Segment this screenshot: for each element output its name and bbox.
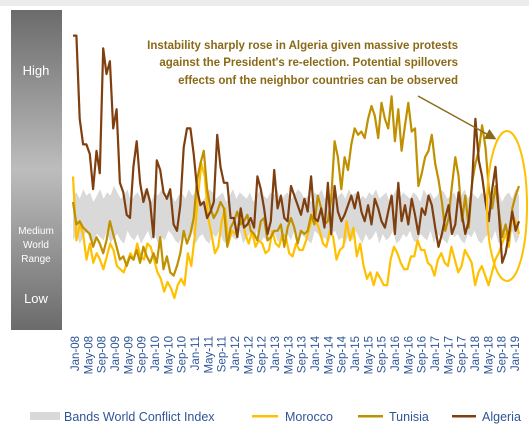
- x-tick-label: May-11: [203, 336, 215, 374]
- top-bar: [0, 0, 529, 6]
- scale-label-medium-line2: World: [23, 240, 49, 251]
- legend-label: Algeria: [482, 410, 521, 424]
- annotation-line-2: against the President's re-election. Pot…: [159, 57, 458, 69]
- legend-label: Tunisia: [389, 410, 429, 424]
- x-tick-label: Sep-12: [257, 336, 269, 373]
- annotation-arrow: [417, 95, 497, 140]
- annotation-line-1: Instability sharply rose in Algeria give…: [147, 40, 458, 52]
- x-tick-label: May-14: [323, 335, 335, 374]
- annotation-line-3: effects onf the neighbor countries can b…: [178, 75, 458, 87]
- x-tick-label: Sep-10: [177, 336, 189, 373]
- x-tick-label: Jan-08: [70, 336, 82, 371]
- series-layer: [71, 34, 521, 300]
- x-tick-label: Jan-15: [350, 336, 362, 371]
- legend-swatch: [252, 415, 278, 418]
- x-tick-label: Sep-17: [457, 336, 469, 373]
- x-tick-label: Sep-15: [377, 336, 389, 373]
- x-tick-label: May-16: [403, 336, 415, 374]
- legend-swatch: [452, 415, 476, 418]
- x-tick-label: Jan-09: [110, 336, 122, 371]
- x-tick-label: Jan-10: [150, 336, 162, 371]
- x-tick-label: Sep-11: [217, 336, 229, 372]
- highlight-ellipse: [486, 130, 528, 282]
- world-range-band-layer: [73, 186, 519, 244]
- x-tick-label: Sep-14: [337, 335, 349, 373]
- x-tick-label: May-17: [443, 336, 455, 374]
- x-tick-label: Jan-13: [270, 336, 282, 371]
- scale-label-high: High: [23, 63, 50, 78]
- x-tick-label: Jan-19: [510, 336, 522, 371]
- legend-label: Morocco: [285, 410, 333, 424]
- x-tick-label: Jan-16: [390, 336, 402, 371]
- x-tick-label: May-18: [483, 336, 495, 374]
- x-tick-label: May-12: [243, 336, 255, 374]
- x-tick-label: Jan-17: [430, 336, 442, 371]
- x-axis-ticks: Jan-08 May-08 Sep-08 Jan-09 May-09 Sep-09 Jan-…: [70, 335, 522, 374]
- series-line-morocco: [71, 162, 521, 300]
- x-tick-label: Sep-18: [497, 336, 509, 373]
- x-tick-label: May-09: [123, 336, 135, 374]
- x-tick-label: Sep-13: [297, 336, 309, 373]
- x-tick-label: Sep-08: [97, 336, 109, 373]
- x-tick-label: Jan-12: [230, 336, 242, 371]
- x-tick-label: May-15: [363, 336, 375, 374]
- world-range-band: [73, 186, 519, 244]
- x-tick-label: Sep-09: [137, 336, 149, 373]
- x-tick-label: May-13: [283, 336, 295, 374]
- x-tick-label: Sep-16: [417, 336, 429, 373]
- x-tick-label: May-08: [83, 336, 95, 374]
- x-tick-label: May-10: [163, 336, 175, 374]
- scale-label-low: Low: [24, 291, 48, 306]
- x-tick-label: Jan-14: [310, 335, 322, 371]
- scale-label-medium-line1: Medium: [18, 226, 54, 237]
- x-tick-label: Jan-11: [190, 336, 202, 370]
- legend-swatch: [30, 412, 60, 420]
- x-tick-label: Jan-18: [470, 336, 482, 371]
- series-line-algeria: [73, 34, 521, 264]
- risk-scale-bar: [11, 10, 62, 330]
- scale-label-medium-line3: Range: [21, 254, 51, 265]
- legend-label: Bands World Conflict Index: [64, 410, 215, 424]
- legend: Bands World Conflict Index Morocco Tunisia…: [30, 410, 521, 424]
- legend-swatch: [358, 415, 383, 418]
